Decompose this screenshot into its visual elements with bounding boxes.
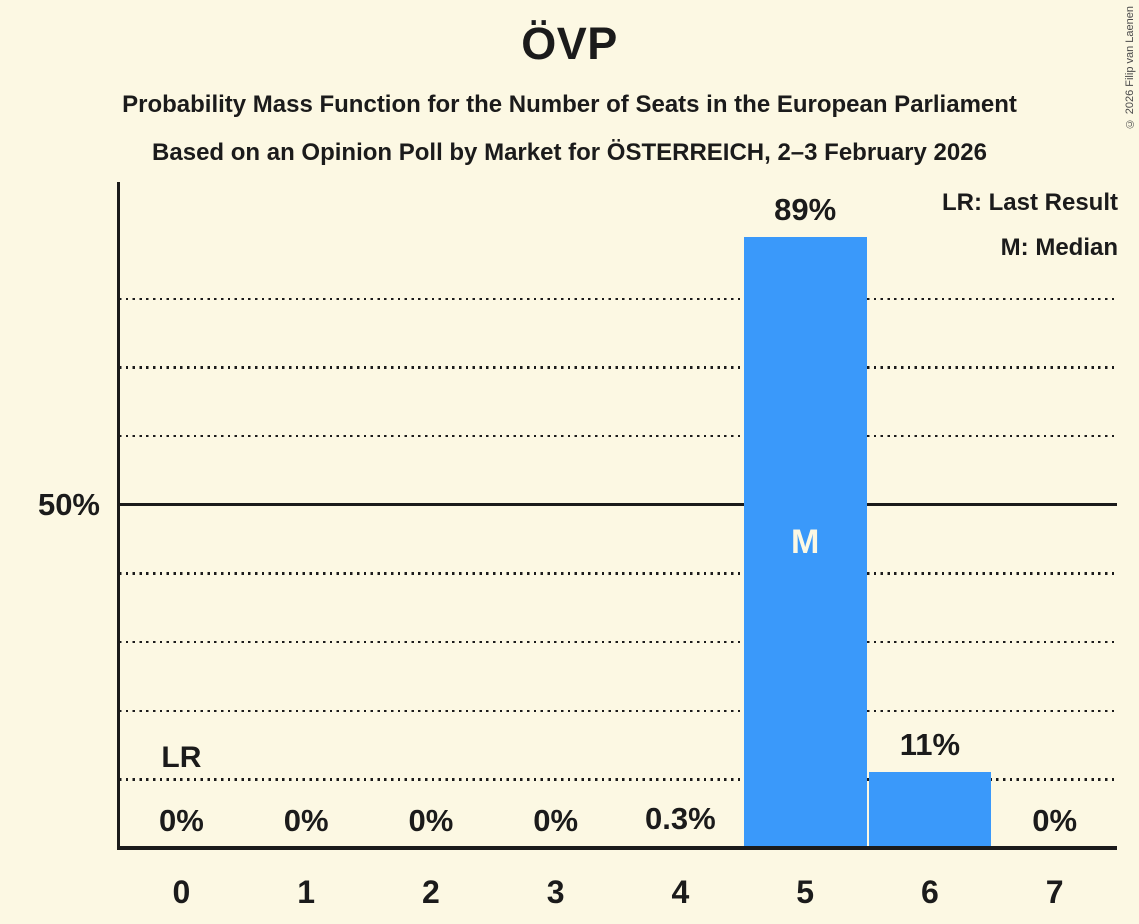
bar-seats-6 bbox=[868, 772, 992, 848]
x-axis-tick-label: 4 bbox=[671, 874, 690, 910]
x-axis-tick-label: 1 bbox=[297, 874, 316, 910]
x-axis-line bbox=[117, 846, 1117, 850]
bar-value-label: 0% bbox=[158, 803, 204, 838]
last-result-marker: LR bbox=[161, 741, 202, 775]
bar-value-label: 11% bbox=[899, 727, 961, 763]
gridline-10pct bbox=[119, 778, 1117, 781]
legend-median: M: Median bbox=[1000, 234, 1118, 261]
gridline-70pct bbox=[119, 366, 1117, 369]
chart-source-line: Based on an Opinion Poll by Market for Ö… bbox=[152, 139, 987, 166]
y-axis-tick-label: 50% bbox=[37, 487, 100, 522]
bar-value-label: 89% bbox=[774, 191, 837, 227]
bar-value-label: 0% bbox=[283, 803, 329, 838]
bar-value-label: 0.3% bbox=[645, 800, 716, 836]
gridline-50pct-solid bbox=[119, 503, 1117, 507]
gridline-60pct bbox=[119, 434, 1117, 438]
x-axis-tick-label: 5 bbox=[796, 874, 815, 910]
page-title: ÖVP bbox=[521, 18, 618, 69]
copyright-notice: © 2026 Filip van Laenen bbox=[1124, 6, 1136, 130]
bar-seats-5 bbox=[743, 236, 867, 848]
x-axis-tick-label: 3 bbox=[546, 874, 565, 910]
gridline-80pct bbox=[119, 297, 1117, 300]
gridline-30pct bbox=[119, 640, 1117, 644]
median-marker: M bbox=[790, 523, 820, 562]
x-axis-tick-label: 7 bbox=[1045, 874, 1064, 910]
gridline-20pct bbox=[119, 709, 1117, 712]
plot-area: 0% 0 0% 1 0% 2 0% 3 0.3% 4 89% 5 11% 6 0% 7 M LR bbox=[119, 182, 1117, 910]
y-axis-line bbox=[117, 182, 120, 849]
bar-value-label: 0% bbox=[408, 803, 454, 838]
bar-value-label: 0% bbox=[533, 803, 579, 838]
chart-subtitle: Probability Mass Function for the Number… bbox=[122, 91, 1017, 118]
x-axis-tick-label: 2 bbox=[421, 874, 440, 910]
gridline-40pct bbox=[119, 572, 1117, 575]
x-axis-tick-label: 0 bbox=[172, 874, 191, 910]
x-axis-tick-label: 6 bbox=[920, 874, 939, 910]
legend-last-result: LR: Last Result bbox=[941, 189, 1118, 216]
bar-value-label: 0% bbox=[1032, 803, 1078, 838]
